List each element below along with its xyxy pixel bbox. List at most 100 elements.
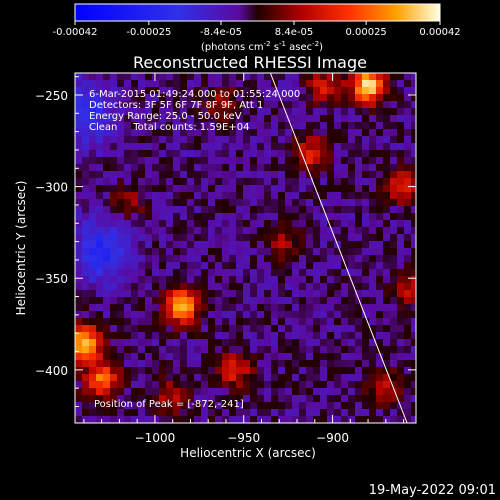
heatmap-pixel xyxy=(229,304,236,311)
heatmap-pixel xyxy=(166,409,173,416)
heatmap-pixel xyxy=(180,395,187,402)
heatmap-pixel xyxy=(411,255,416,262)
heatmap-pixel xyxy=(124,381,131,388)
heatmap-pixel xyxy=(397,234,404,241)
heatmap-pixel xyxy=(243,248,250,255)
heatmap-pixel xyxy=(124,171,131,178)
heatmap-pixel xyxy=(236,416,243,423)
heatmap-pixel xyxy=(306,276,313,283)
heatmap-pixel xyxy=(138,304,145,311)
heatmap-pixel xyxy=(124,374,131,381)
heatmap-pixel xyxy=(243,157,250,164)
heatmap-pixel xyxy=(117,381,124,388)
heatmap-pixel xyxy=(131,318,138,325)
heatmap-pixel xyxy=(82,178,89,185)
heatmap-pixel xyxy=(236,80,243,87)
heatmap-pixel xyxy=(362,248,369,255)
heatmap-pixel xyxy=(404,262,411,269)
heatmap-pixel xyxy=(341,346,348,353)
heatmap-pixel xyxy=(117,367,124,374)
heatmap-pixel xyxy=(376,87,383,94)
heatmap-pixel xyxy=(292,241,299,248)
y-axis-label: Heliocentric Y (arcsec) xyxy=(14,181,28,316)
heatmap-pixel xyxy=(341,381,348,388)
heatmap-pixel xyxy=(257,150,264,157)
heatmap-pixel xyxy=(131,283,138,290)
heatmap-pixel xyxy=(110,80,117,87)
heatmap-pixel xyxy=(376,185,383,192)
heatmap-pixel xyxy=(138,276,145,283)
heatmap-pixel xyxy=(89,143,96,150)
heatmap-pixel xyxy=(82,395,89,402)
heatmap-pixel xyxy=(257,185,264,192)
heatmap-pixel xyxy=(75,269,82,276)
heatmap-pixel xyxy=(362,346,369,353)
heatmap-pixel xyxy=(194,269,201,276)
heatmap-pixel xyxy=(208,409,215,416)
heatmap-pixel xyxy=(397,304,404,311)
heatmap-pixel xyxy=(292,143,299,150)
heatmap-pixel xyxy=(320,122,327,129)
heatmap-pixel xyxy=(201,248,208,255)
heatmap-pixel xyxy=(194,234,201,241)
heatmap-pixel xyxy=(362,262,369,269)
heatmap-pixel xyxy=(215,388,222,395)
heatmap-pixel xyxy=(89,199,96,206)
heatmap-pixel xyxy=(201,304,208,311)
heatmap-pixel xyxy=(313,318,320,325)
heatmap-pixel xyxy=(404,87,411,94)
heatmap-pixel xyxy=(82,206,89,213)
heatmap-pixel xyxy=(96,185,103,192)
heatmap-pixel xyxy=(411,297,416,304)
heatmap-pixel xyxy=(138,206,145,213)
heatmap-pixel xyxy=(411,73,416,80)
heatmap-pixel xyxy=(194,80,201,87)
heatmap-pixel xyxy=(278,388,285,395)
heatmap-pixel xyxy=(82,290,89,297)
peak-position-label: Position of Peak = [-872,-241] xyxy=(94,399,244,410)
heatmap-pixel xyxy=(341,332,348,339)
heatmap-pixel xyxy=(145,157,152,164)
heatmap-pixel xyxy=(250,262,257,269)
heatmap-pixel xyxy=(355,185,362,192)
heatmap-pixel xyxy=(75,374,82,381)
heatmap-pixel xyxy=(82,129,89,136)
heatmap-pixel xyxy=(397,311,404,318)
heatmap-pixel xyxy=(187,297,194,304)
heatmap-pixel xyxy=(341,304,348,311)
heatmap-pixel xyxy=(117,290,124,297)
heatmap-pixel xyxy=(138,381,145,388)
heatmap-pixel xyxy=(194,395,201,402)
heatmap-pixel xyxy=(271,234,278,241)
heatmap-pixel xyxy=(264,206,271,213)
heatmap-pixel xyxy=(96,73,103,80)
heatmap-pixel xyxy=(320,150,327,157)
heatmap-pixel xyxy=(180,185,187,192)
heatmap-pixel xyxy=(320,241,327,248)
heatmap-pixel xyxy=(397,129,404,136)
heatmap-pixel xyxy=(404,199,411,206)
heatmap-pixel xyxy=(341,206,348,213)
heatmap-pixel xyxy=(271,353,278,360)
heatmap-pixel xyxy=(355,192,362,199)
heatmap-pixel xyxy=(201,101,208,108)
heatmap-pixel xyxy=(271,297,278,304)
heatmap-pixel xyxy=(159,248,166,255)
heatmap-pixel xyxy=(390,262,397,269)
heatmap-pixel xyxy=(341,136,348,143)
heatmap-pixel xyxy=(187,206,194,213)
heatmap-pixel xyxy=(320,220,327,227)
heatmap-pixel xyxy=(313,409,320,416)
heatmap-pixel xyxy=(404,192,411,199)
heatmap-pixel xyxy=(278,101,285,108)
heatmap-pixel xyxy=(278,115,285,122)
heatmap-pixel xyxy=(285,283,292,290)
heatmap-pixel xyxy=(152,157,159,164)
colorbar-tick-label: 0.00025 xyxy=(345,27,386,38)
heatmap-pixel xyxy=(334,73,341,80)
heatmap-pixel xyxy=(103,283,110,290)
heatmap-pixel xyxy=(264,199,271,206)
heatmap-pixel xyxy=(257,227,264,234)
heatmap-pixel xyxy=(236,360,243,367)
heatmap-pixel xyxy=(362,367,369,374)
